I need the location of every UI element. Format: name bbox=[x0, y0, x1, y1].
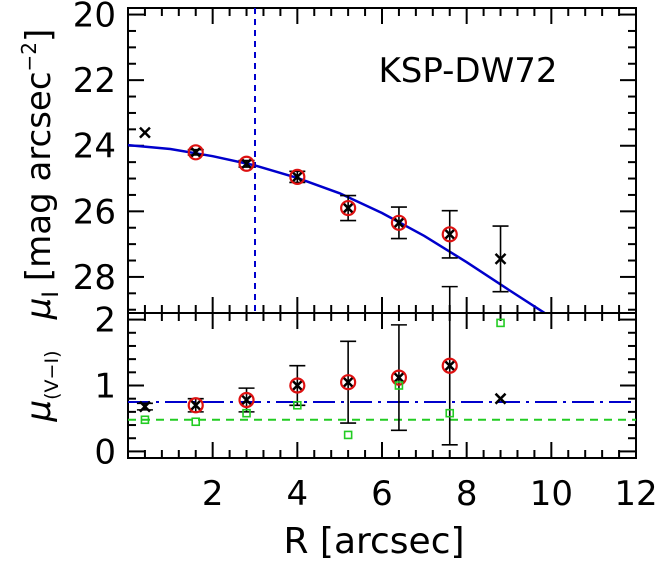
top-ylabel-exp: −2 bbox=[17, 42, 41, 71]
top-cross bbox=[139, 126, 151, 139]
bottom-ylabel-sub: (V−I) bbox=[41, 351, 63, 400]
bottom-red-point bbox=[238, 391, 255, 409]
x-tick-label: 4 bbox=[287, 474, 309, 514]
bottom-cross bbox=[240, 394, 253, 406]
top-red-point bbox=[340, 199, 357, 217]
x-tick-label: 12 bbox=[614, 474, 657, 514]
top-red-point bbox=[289, 168, 306, 185]
bottom-cross bbox=[342, 376, 355, 389]
top-ylabel-unit: [mag arcsec bbox=[19, 71, 59, 281]
bottom-y-tick-label: 0 bbox=[94, 432, 116, 472]
top-cross bbox=[240, 157, 253, 170]
bottom-red-point bbox=[289, 377, 306, 394]
bottom-cross bbox=[443, 359, 456, 372]
top-ylabel-sub: I bbox=[39, 291, 64, 298]
x-tick-label: 10 bbox=[530, 474, 573, 514]
top-annotation: KSP-DW72 bbox=[379, 51, 558, 91]
bottom-ylabel-main: μ bbox=[19, 400, 59, 423]
top-y-tick-label: 28 bbox=[73, 258, 116, 298]
bottom-y-tick-label: 2 bbox=[94, 301, 116, 341]
x-tick-label: 2 bbox=[202, 474, 224, 514]
bottom-red-point bbox=[187, 397, 204, 414]
bottom-cross bbox=[189, 399, 202, 412]
top-red-point bbox=[238, 155, 255, 172]
bottom-green-point bbox=[242, 408, 251, 418]
top-y-tick-label: 22 bbox=[73, 61, 116, 101]
top-red-point bbox=[187, 144, 204, 161]
top-cross bbox=[494, 253, 507, 265]
svg-text:μI[mag arcsec−2]: μI [mag arcsec−2] bbox=[17, 29, 64, 321]
top-panel: 20 22 24 26 28 bbox=[73, 0, 637, 314]
x-tick-label: 6 bbox=[371, 474, 393, 514]
bottom-cross bbox=[291, 379, 304, 392]
top-ylabel-close: ] bbox=[19, 29, 59, 42]
bottom-cross bbox=[494, 392, 507, 405]
top-y-tick-label: 26 bbox=[73, 192, 116, 232]
bottom-red-point bbox=[441, 357, 458, 374]
top-cross bbox=[393, 216, 405, 229]
bottom-green-point bbox=[394, 381, 404, 390]
bottom-y-axis-label: μ(V−I) bbox=[19, 351, 63, 423]
bottom-green-point bbox=[343, 430, 353, 440]
top-y-axis-label: μI [mag arcsec−2] bbox=[17, 29, 64, 321]
top-cross bbox=[443, 228, 456, 241]
top-y-tick-label: 24 bbox=[73, 127, 116, 167]
svg-text:μ(V−I): μ(V−I) bbox=[19, 351, 63, 423]
top-cross bbox=[291, 171, 304, 183]
top-red-point bbox=[390, 214, 408, 231]
x-axis-label: R [arcsec] bbox=[283, 521, 464, 562]
bottom-panel-frame bbox=[127, 312, 637, 459]
top-y-tick-label: 20 bbox=[73, 0, 116, 36]
top-ylabel-main: μ bbox=[19, 298, 59, 321]
bottom-red-point bbox=[390, 369, 408, 386]
bottom-green-point bbox=[293, 400, 302, 410]
bottom-green-point bbox=[191, 417, 201, 427]
bottom-cross bbox=[393, 371, 405, 384]
bottom-red-point bbox=[340, 374, 357, 391]
bottom-green-point bbox=[496, 318, 505, 328]
bottom-cross bbox=[139, 400, 151, 413]
top-red-point bbox=[441, 226, 458, 243]
bottom-green-point bbox=[140, 415, 150, 425]
x-tick-label: 8 bbox=[456, 474, 478, 514]
top-cross bbox=[342, 202, 355, 214]
bottom-green-point bbox=[445, 408, 455, 418]
top-cross bbox=[189, 146, 202, 159]
fit-curve bbox=[128, 143, 547, 313]
bottom-y-tick-label: 1 bbox=[94, 367, 116, 407]
